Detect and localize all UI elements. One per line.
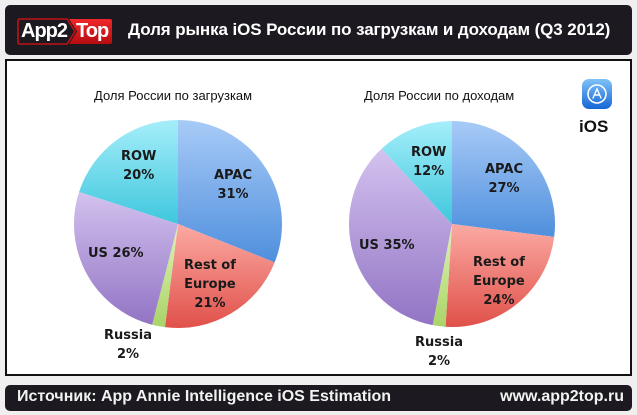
- header-bar: App2 Top Доля рынка iOS России по загруз…: [5, 5, 632, 55]
- downloads-pie-chart: [74, 120, 282, 328]
- label-row-downloads: ROW 20%: [121, 147, 156, 185]
- label-name-2: Europe: [184, 277, 236, 292]
- slice-rest-of-europe: [164, 224, 275, 328]
- label-rest-of-europe-downloads: Rest of Europe 21%: [184, 256, 236, 313]
- downloads-chart-title: Доля России по загрузкам: [94, 88, 253, 103]
- slice-russia: [432, 224, 452, 327]
- label-russia-revenue: Russia 2%: [415, 333, 463, 371]
- label-value: 27%: [488, 181, 520, 196]
- revenue-chart-title: Доля России по доходам: [364, 88, 515, 103]
- label-name: ROW: [411, 145, 447, 160]
- label-apac-revenue: APAC 27%: [485, 160, 523, 198]
- label-name: Rest of: [184, 258, 236, 273]
- label-name: Rest of: [473, 255, 525, 270]
- slice-rest-of-europe: [445, 224, 555, 327]
- slice-row: [381, 121, 452, 224]
- label-value: 20%: [123, 168, 155, 183]
- slice-apac: [178, 120, 282, 263]
- ios-label: iOS: [579, 117, 609, 136]
- website-link[interactable]: www.app2top.ru: [500, 388, 624, 405]
- label-us-downloads: US 26%: [88, 244, 144, 263]
- slice-apac: [452, 121, 555, 237]
- label-rest-of-europe-revenue: Rest of Europe 24%: [473, 253, 525, 310]
- label-name: ROW: [121, 149, 157, 164]
- label-name: US 35%: [359, 238, 415, 253]
- app2top-logo: App2 Top: [17, 18, 113, 45]
- label-name: Russia: [415, 335, 463, 350]
- label-value: 31%: [217, 187, 249, 202]
- label-apac-downloads: APAC 31%: [214, 166, 252, 204]
- label-russia-downloads: Russia 2%: [104, 326, 152, 364]
- revenue-pie-chart: [349, 121, 555, 327]
- logo-text-top: Top: [76, 20, 109, 42]
- source-text: Источник: App Annie Intelligence iOS Est…: [17, 388, 392, 405]
- slice-us: [349, 148, 452, 326]
- label-name-2: Europe: [473, 274, 525, 289]
- logo-text-app2: App2: [21, 20, 68, 42]
- label-name: US 26%: [88, 246, 144, 261]
- label-value: 12%: [413, 164, 445, 179]
- label-value: 2%: [116, 347, 140, 362]
- label-name: APAC: [214, 168, 252, 183]
- slice-russia: [152, 224, 178, 328]
- label-row-revenue: ROW 12%: [411, 143, 446, 181]
- slice-us: [74, 191, 178, 325]
- label-value: 2%: [427, 354, 451, 369]
- label-us-revenue: US 35%: [359, 236, 415, 255]
- label-value: 24%: [483, 293, 515, 308]
- slice-row: [79, 120, 178, 224]
- label-name: Russia: [104, 328, 152, 343]
- page-title: Доля рынка iOS России по загрузкам и дох…: [128, 20, 611, 39]
- footer-bar: Источник: App Annie Intelligence iOS Est…: [5, 385, 632, 411]
- label-name: APAC: [485, 162, 523, 177]
- label-value: 21%: [194, 296, 226, 311]
- app-store-icon: [582, 79, 612, 109]
